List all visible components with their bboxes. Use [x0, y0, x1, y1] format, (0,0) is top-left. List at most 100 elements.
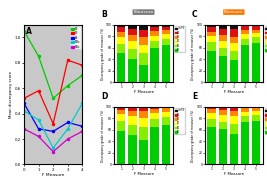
Bar	[218, 129, 227, 164]
Bar	[241, 30, 249, 34]
Bar	[128, 125, 136, 135]
Bar	[117, 107, 125, 110]
Bar	[162, 45, 170, 82]
Bar	[252, 30, 260, 33]
Bar	[230, 51, 238, 60]
Bar	[218, 35, 227, 41]
Bar	[117, 132, 125, 164]
Text: D: D	[101, 92, 108, 101]
Bar	[252, 107, 260, 108]
Bar	[252, 115, 260, 121]
Bar	[162, 27, 170, 30]
Bar	[162, 107, 170, 108]
Bar	[139, 30, 148, 37]
Bar	[218, 122, 227, 129]
X-axis label: F Measure: F Measure	[134, 90, 154, 94]
Bar	[230, 134, 238, 164]
Y-axis label: Mean discrepancy score: Mean discrepancy score	[9, 71, 13, 118]
Bar	[252, 37, 260, 43]
Bar	[218, 110, 227, 115]
Bar	[241, 122, 249, 164]
Bar	[139, 107, 148, 111]
Bar	[151, 113, 159, 119]
Bar	[139, 25, 148, 30]
Bar	[128, 25, 136, 29]
Bar	[162, 34, 170, 39]
Bar	[128, 107, 136, 111]
Bar	[241, 39, 249, 45]
Bar	[128, 49, 136, 59]
Bar	[139, 118, 148, 127]
Bar	[241, 107, 249, 108]
Bar	[151, 27, 159, 31]
Bar	[117, 121, 125, 132]
Bar	[207, 119, 216, 127]
Text: A: A	[26, 27, 32, 36]
Bar	[151, 48, 159, 82]
Y-axis label: Discrepancy grade of measure (%): Discrepancy grade of measure (%)	[191, 27, 195, 80]
Legend: >=F5, F4, F3, F2, F1, F0: >=F5, F4, F3, F2, F1, F0	[175, 108, 185, 134]
Bar	[139, 65, 148, 82]
Bar	[252, 111, 260, 115]
Bar	[218, 41, 227, 48]
Bar	[230, 124, 238, 134]
Bar	[162, 108, 170, 112]
Legend: >=F5, F4, F3, F2, F1, F0: >=F5, F4, F3, F2, F1, F0	[265, 26, 267, 52]
Bar	[117, 37, 125, 44]
Bar	[117, 27, 125, 32]
Bar	[139, 45, 148, 53]
Bar	[117, 25, 125, 27]
Bar	[241, 45, 249, 82]
Bar	[162, 112, 170, 117]
Bar	[117, 44, 125, 53]
Bar	[128, 135, 136, 164]
Bar	[162, 39, 170, 45]
X-axis label: F Measure: F Measure	[134, 172, 154, 176]
Bar	[207, 25, 216, 27]
Bar	[207, 109, 216, 113]
Bar	[207, 27, 216, 32]
Bar	[139, 140, 148, 164]
Bar	[230, 29, 238, 37]
Bar	[218, 48, 227, 56]
Bar	[162, 117, 170, 125]
X-axis label: F Measure: F Measure	[224, 172, 244, 176]
Bar	[151, 31, 159, 36]
Bar	[241, 116, 249, 122]
Bar	[252, 25, 260, 26]
Bar	[207, 32, 216, 36]
Bar	[218, 56, 227, 82]
Bar	[128, 35, 136, 41]
Bar	[139, 127, 148, 140]
Bar	[151, 127, 159, 164]
Bar	[218, 107, 227, 110]
Legend: F2, F3, F4, F2b, F4b: F2, F3, F4, F2b, F4b	[70, 26, 81, 50]
Bar	[252, 121, 260, 164]
Bar	[117, 32, 125, 37]
Bar	[218, 29, 227, 35]
Bar	[117, 53, 125, 82]
Bar	[230, 111, 238, 116]
Bar	[151, 36, 159, 41]
Bar	[139, 111, 148, 118]
Y-axis label: Discrepancy grade of measure (%): Discrepancy grade of measure (%)	[101, 27, 105, 80]
Legend: >=F5, F4, F3, F2, F1, F0: >=F5, F4, F3, F2, F1, F0	[265, 108, 267, 134]
Bar	[230, 25, 238, 29]
Bar	[162, 25, 170, 27]
Bar	[207, 127, 216, 164]
Bar	[230, 37, 238, 43]
Text: Fibroscan: Fibroscan	[133, 10, 154, 14]
Bar	[241, 112, 249, 116]
Bar	[128, 111, 136, 116]
Bar	[241, 25, 249, 26]
Bar	[252, 43, 260, 82]
Text: C: C	[192, 10, 198, 19]
Bar	[207, 42, 216, 51]
Bar	[252, 108, 260, 111]
Y-axis label: Discrepancy grade of measure (%): Discrepancy grade of measure (%)	[101, 109, 105, 162]
Bar	[128, 59, 136, 82]
Bar	[218, 25, 227, 29]
Bar	[207, 113, 216, 119]
Bar	[128, 116, 136, 125]
Bar	[151, 109, 159, 113]
